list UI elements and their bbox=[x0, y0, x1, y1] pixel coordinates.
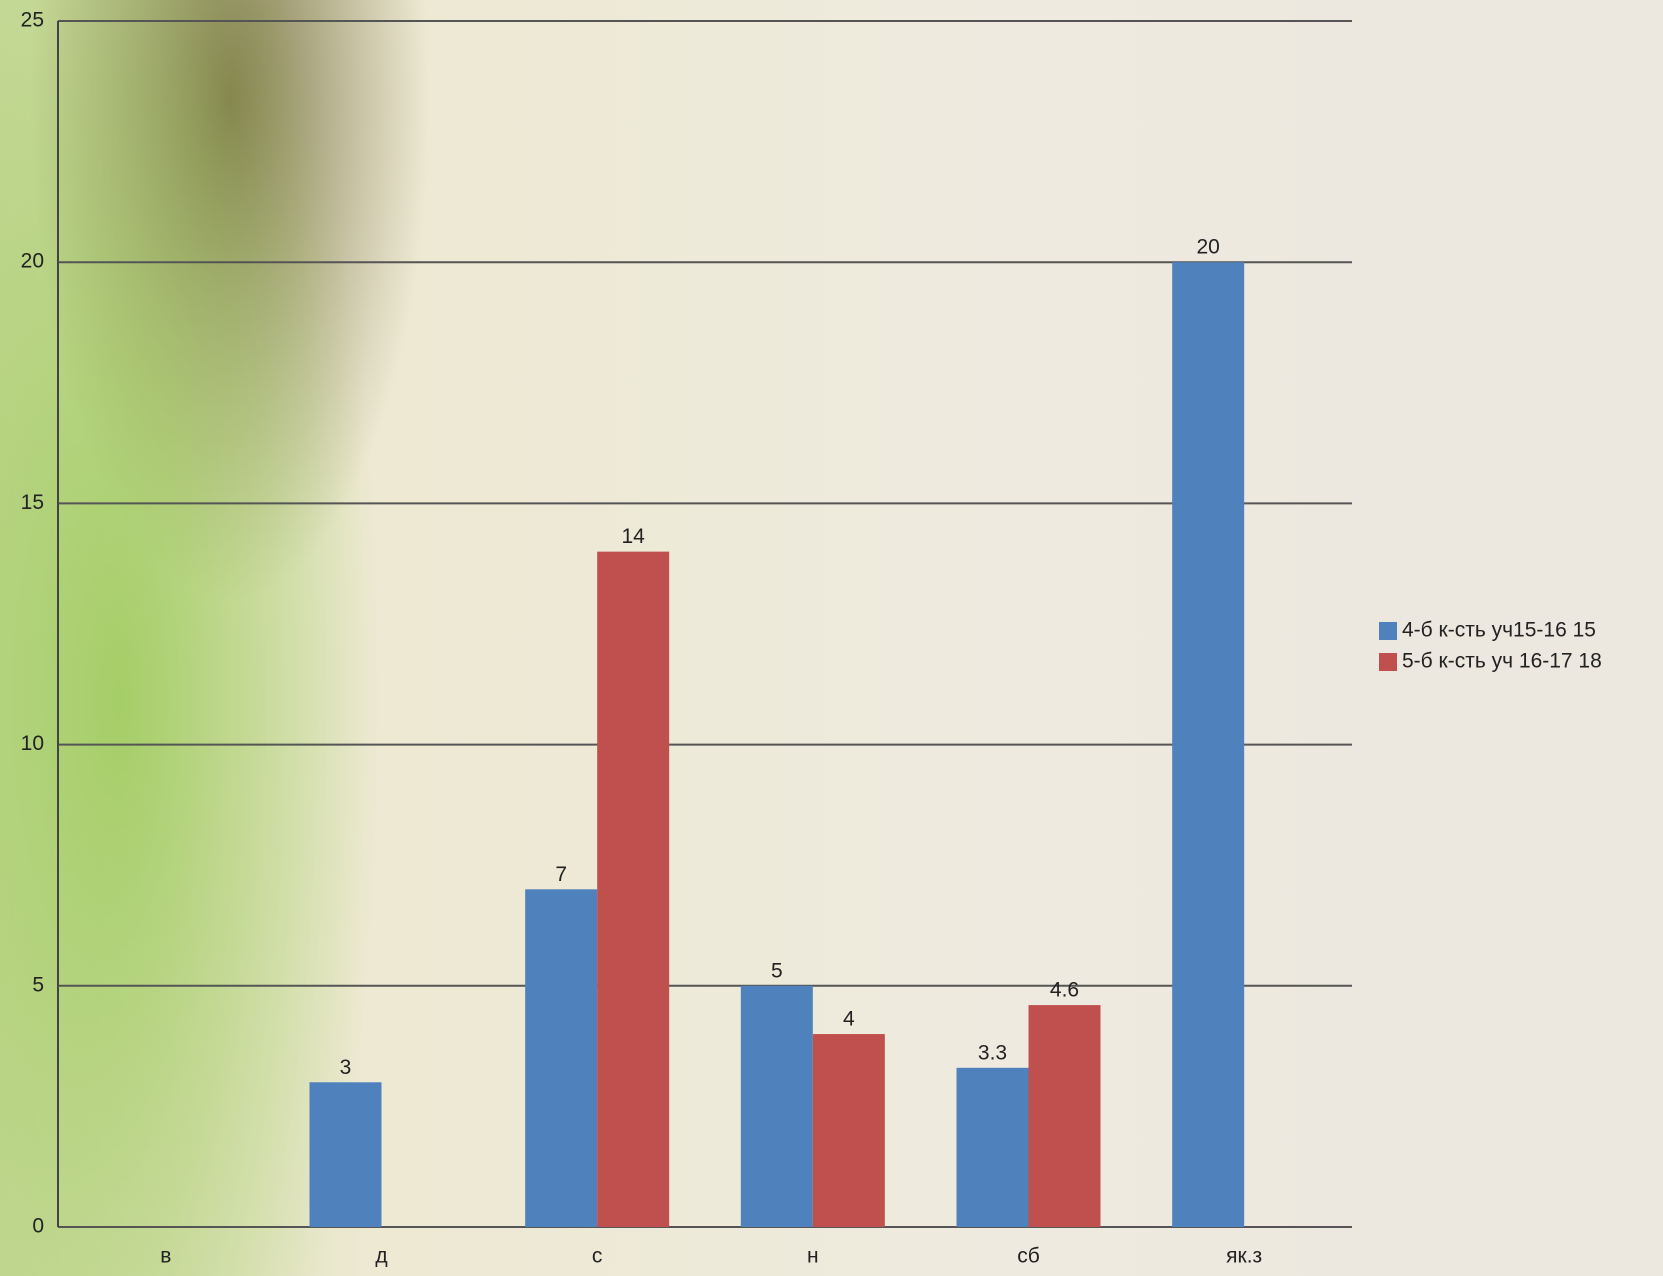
legend-swatch bbox=[1379, 653, 1397, 671]
x-tick-label: як.з bbox=[1226, 1245, 1262, 1268]
legend-label: 5-б к-сть уч 16-17 18 bbox=[1402, 650, 1602, 673]
bar bbox=[597, 551, 670, 1227]
bar bbox=[1172, 262, 1245, 1227]
data-label: 4 bbox=[843, 1008, 855, 1031]
legend-label: 4-б к-сть уч15-16 15 bbox=[1402, 619, 1596, 642]
bar bbox=[956, 1067, 1029, 1227]
x-tick-label: в bbox=[160, 1245, 171, 1268]
legend-swatch bbox=[1379, 622, 1397, 640]
y-tick-label: 0 bbox=[32, 1215, 44, 1238]
bar bbox=[740, 985, 813, 1227]
data-label: 3 bbox=[340, 1056, 352, 1079]
y-tick-label: 5 bbox=[32, 973, 44, 996]
bar bbox=[1028, 1005, 1101, 1227]
data-label: 14 bbox=[621, 525, 645, 548]
x-tick-label: с bbox=[592, 1245, 603, 1268]
data-label: 20 bbox=[1196, 236, 1219, 259]
x-tick-label: д bbox=[375, 1245, 387, 1268]
y-tick-label: 15 bbox=[21, 491, 44, 514]
data-label: 5 bbox=[771, 959, 783, 982]
bar bbox=[525, 889, 598, 1227]
bar bbox=[812, 1034, 885, 1227]
data-label: 3.3 bbox=[978, 1041, 1007, 1064]
y-tick-label: 20 bbox=[21, 250, 44, 273]
data-label: 4.6 bbox=[1050, 979, 1079, 1002]
bar bbox=[309, 1082, 382, 1227]
y-tick-label: 10 bbox=[21, 732, 44, 755]
y-tick-label: 25 bbox=[21, 9, 44, 32]
data-label: 7 bbox=[555, 863, 567, 886]
x-tick-label: н bbox=[807, 1245, 819, 1268]
x-tick-label: сб bbox=[1017, 1245, 1040, 1268]
